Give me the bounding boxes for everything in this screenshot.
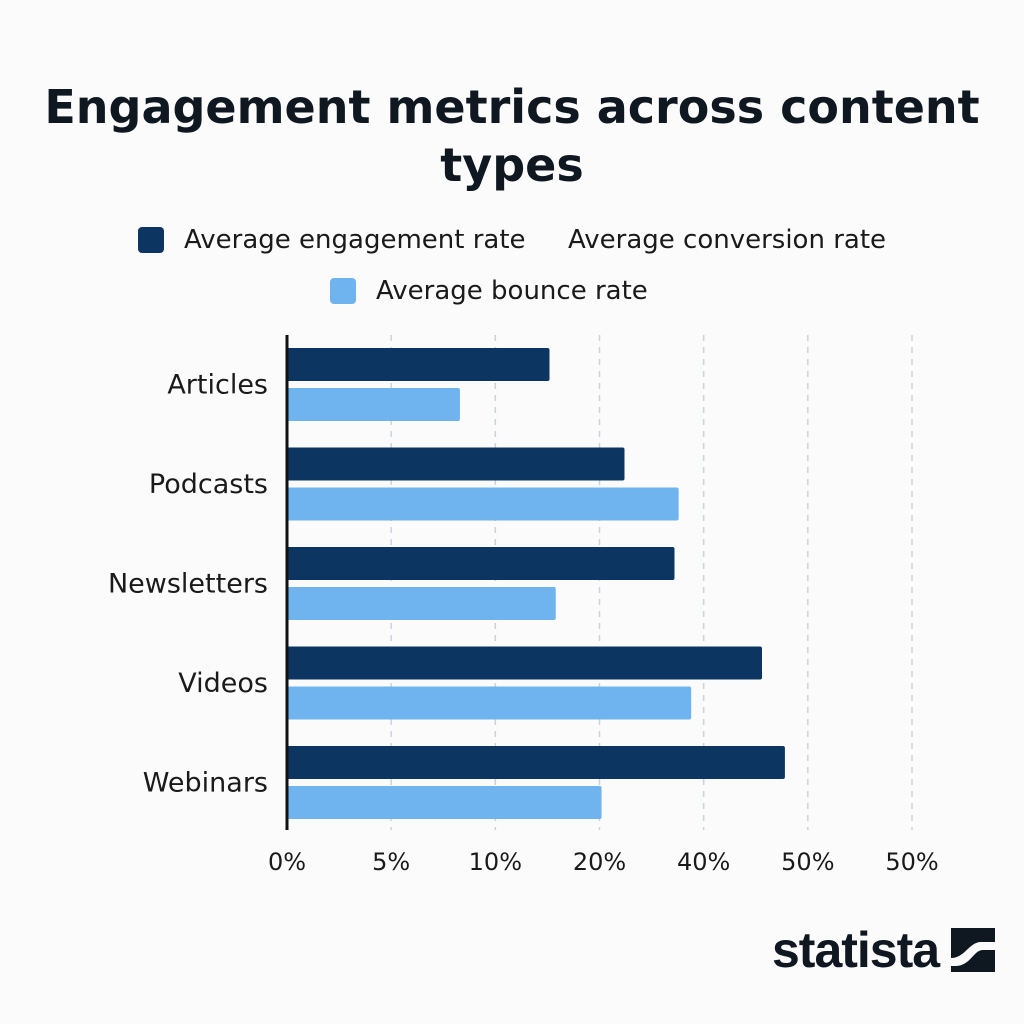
category-label-videos: Videos <box>178 668 268 699</box>
x-tick-label-4: 40% <box>677 848 730 876</box>
statista-logo[interactable]: statista <box>772 920 996 980</box>
legend-label-engagement: Average engagement rate <box>184 225 526 255</box>
legend-row-1: Average engagement rate Average conversi… <box>0 220 1024 260</box>
chart-title: Engagement metrics across content types <box>44 80 980 192</box>
bar-engagement-podcasts <box>287 447 625 481</box>
category-label-newsletters: Newsletters <box>108 569 268 600</box>
category-label-podcasts: Podcasts <box>149 469 268 500</box>
legend-item-engagement[interactable]: Average engagement rate <box>138 220 526 260</box>
bar-engagement-webinars <box>287 746 785 779</box>
bar-bounce-articles <box>287 388 460 421</box>
bar-engagement-videos <box>287 646 762 680</box>
legend-swatch-engagement <box>138 227 164 253</box>
x-tick-label-1: 5% <box>372 848 410 876</box>
legend-item-bounce[interactable]: Average bounce rate <box>330 271 648 311</box>
legend-label-conversion: Average conversion rate <box>568 225 887 255</box>
x-tick-label-3: 20% <box>573 848 626 876</box>
statista-mark-icon <box>951 928 996 972</box>
category-label-webinars: Webinars <box>143 768 268 799</box>
legend-item-conversion[interactable]: Average conversion rate <box>568 220 886 260</box>
legend-swatch-bounce <box>330 278 356 304</box>
bar-bounce-webinars <box>287 786 602 819</box>
bar-engagement-newsletters <box>287 547 675 580</box>
legend-label-bounce: Average bounce rate <box>376 276 648 306</box>
x-tick-label-5: 50% <box>781 848 834 876</box>
x-tick-label-0: 0% <box>268 848 306 876</box>
bar-bounce-videos <box>287 686 692 720</box>
legend-row-2: Average bounce rate <box>0 271 1024 311</box>
logo-wordmark: statista <box>772 922 940 978</box>
category-label-articles: Articles <box>167 370 268 401</box>
bar-bounce-newsletters <box>287 587 556 620</box>
bar-engagement-articles <box>287 348 550 381</box>
bar-bounce-podcasts <box>287 487 679 521</box>
x-tick-label-6: 50% <box>885 848 938 876</box>
x-tick-label-2: 10% <box>469 848 522 876</box>
